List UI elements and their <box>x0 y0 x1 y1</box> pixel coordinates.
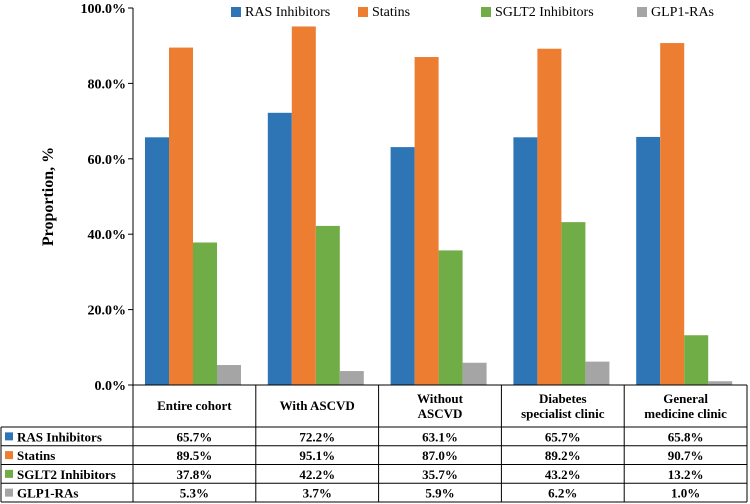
legend-swatch <box>637 7 647 17</box>
bar-3-0 <box>217 365 241 385</box>
y-axis-label: Proportion, % <box>40 147 57 246</box>
data-label: 63.1% <box>422 429 458 444</box>
category-label: ASCVD <box>418 406 463 421</box>
data-label: 87.0% <box>422 448 458 463</box>
category-label: specialist clinic <box>521 406 605 421</box>
y-tick-label: 40.0% <box>88 228 127 243</box>
bar-3-2 <box>462 362 487 385</box>
table-row-label: SGLT2 Inhibitors <box>17 467 116 482</box>
y-tick-label: 0.0% <box>95 379 127 394</box>
bar-0-3 <box>513 137 538 385</box>
bar-2-3 <box>561 222 586 385</box>
bar-2-0 <box>193 242 217 385</box>
table-row-label: GLP1-RAs <box>17 486 78 501</box>
data-label: 72.2% <box>299 429 335 444</box>
bar-0-4 <box>636 136 661 385</box>
bar-3-3 <box>585 361 610 385</box>
y-tick-label: 80.0% <box>88 77 127 92</box>
table-legend-swatch <box>5 451 13 460</box>
table-legend-swatch <box>5 488 13 497</box>
table-legend-swatch <box>5 469 13 478</box>
data-label: 65.7% <box>177 429 213 444</box>
bar-1-1 <box>291 26 316 386</box>
bar-2-1 <box>315 225 340 385</box>
y-tick-label: 100.0% <box>81 2 127 17</box>
data-label: 3.7% <box>303 486 332 501</box>
legend-swatch <box>481 7 491 17</box>
bar-1-3 <box>537 48 562 385</box>
bar-3-1 <box>339 371 364 385</box>
y-tick-label: 20.0% <box>88 304 127 319</box>
data-label: 65.7% <box>545 429 581 444</box>
data-label: 89.2% <box>545 448 581 463</box>
data-label: 35.7% <box>422 467 458 482</box>
category-label: Without <box>417 391 464 406</box>
data-label: 37.8% <box>177 467 213 482</box>
legend-label: SGLT2 Inhibitors <box>495 5 594 20</box>
y-tick-label: 60.0% <box>88 153 127 168</box>
data-label: 5.3% <box>180 486 209 501</box>
data-label: 89.5% <box>177 448 213 463</box>
data-label: 6.2% <box>548 486 577 501</box>
legend-swatch <box>231 7 241 17</box>
bar-1-2 <box>414 57 439 385</box>
table-row-label: RAS Inhibitors <box>17 429 102 444</box>
data-label: 65.8% <box>668 429 704 444</box>
table-legend-swatch <box>5 432 13 441</box>
table-row-label: Statins <box>17 448 55 463</box>
bar-0-0 <box>145 137 169 385</box>
bar-0-2 <box>390 147 415 385</box>
data-label: 13.2% <box>668 467 704 482</box>
data-label: 90.7% <box>668 448 704 463</box>
data-label: 5.9% <box>425 486 454 501</box>
bar-0-1 <box>267 112 292 385</box>
category-label: General <box>663 391 708 406</box>
data-label: 43.2% <box>545 467 581 482</box>
bar-2-2 <box>438 250 463 385</box>
legend-label: RAS Inhibitors <box>245 5 330 20</box>
legend-label: GLP1-RAs <box>651 5 714 20</box>
legend-swatch <box>358 7 368 17</box>
category-label: With ASCVD <box>280 398 355 413</box>
data-label: 95.1% <box>299 448 335 463</box>
category-label: Entire cohort <box>157 398 232 413</box>
data-label: 42.2% <box>299 467 335 482</box>
category-label: Diabetes <box>539 391 587 406</box>
bar-2-4 <box>684 335 709 385</box>
bar-1-0 <box>169 47 193 386</box>
data-label: 1.0% <box>671 486 700 501</box>
bar-3-4 <box>708 381 733 385</box>
bar-1-4 <box>660 43 685 385</box>
category-label: medicine clinic <box>644 406 727 421</box>
legend-label: Statins <box>372 5 410 20</box>
